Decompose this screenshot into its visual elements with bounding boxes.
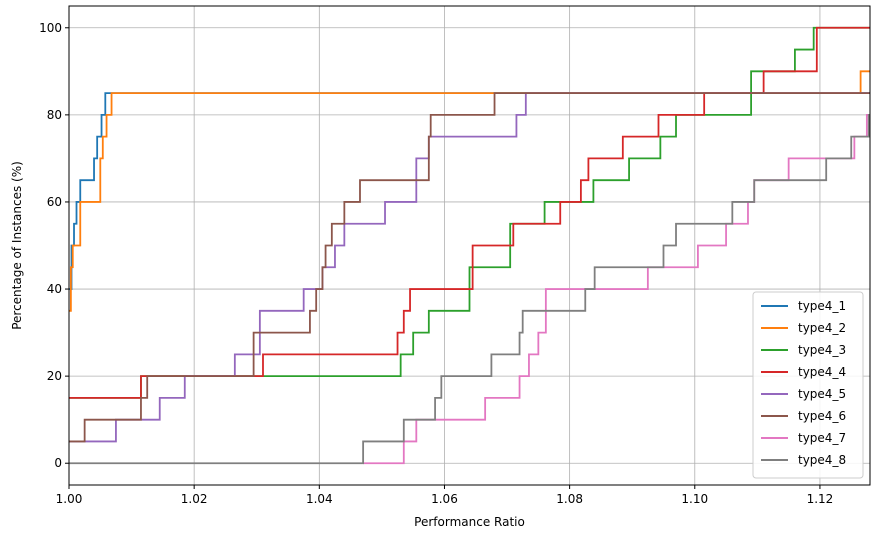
legend-label: type4_5 (798, 387, 846, 401)
x-tick-label: 1.12 (807, 492, 834, 506)
legend-box (752, 291, 864, 479)
y-tick-label: 40 (47, 282, 62, 296)
y-tick-label: 80 (47, 108, 62, 122)
series-line-type4_3 (69, 26, 870, 399)
y-axis-ticks: 0 20 40 60 80 100 (39, 21, 69, 470)
x-tick-label: 1.10 (681, 492, 708, 506)
y-tick-label: 20 (47, 369, 62, 383)
series-line-type4_6 (69, 92, 870, 443)
x-tick-label: 1.06 (431, 492, 458, 506)
legend-label: type4_8 (798, 453, 846, 467)
y-tick-label: 0 (54, 456, 62, 470)
y-axis-label: Percentage of Instances (%) (10, 161, 24, 330)
x-axis-label: Performance Ratio (414, 515, 525, 529)
series-line-type4_4 (69, 26, 870, 399)
legend-label: type4_7 (798, 431, 846, 445)
x-tick-label: 1.08 (556, 492, 583, 506)
y-tick-label: 60 (47, 195, 62, 209)
legend-label: type4_6 (798, 409, 846, 423)
x-axis-ticks: 1.00 1.02 1.04 1.06 1.08 1.10 1.12 (56, 485, 834, 506)
legend-label: type4_3 (798, 343, 846, 357)
series-line-type4_7 (363, 113, 870, 465)
series-line-type4_8 (69, 113, 870, 465)
legend-label: type4_4 (798, 365, 846, 379)
legend-label: type4_2 (798, 321, 846, 335)
series-lines (69, 26, 870, 465)
legend: type4_1 type4_2 type4_3 type4_4 type4_5 type4… (752, 291, 864, 479)
grid-lines (68, 6, 870, 485)
x-tick-label: 1.02 (181, 492, 208, 506)
series-line-type4_1 (69, 92, 870, 290)
plot-frame (68, 5, 871, 486)
x-tick-label: 1.04 (306, 492, 333, 506)
y-tick-label: 100 (39, 21, 62, 35)
series-line-type4_5 (69, 92, 870, 443)
x-tick-label: 1.00 (56, 492, 83, 506)
legend-label: type4_1 (798, 299, 846, 313)
